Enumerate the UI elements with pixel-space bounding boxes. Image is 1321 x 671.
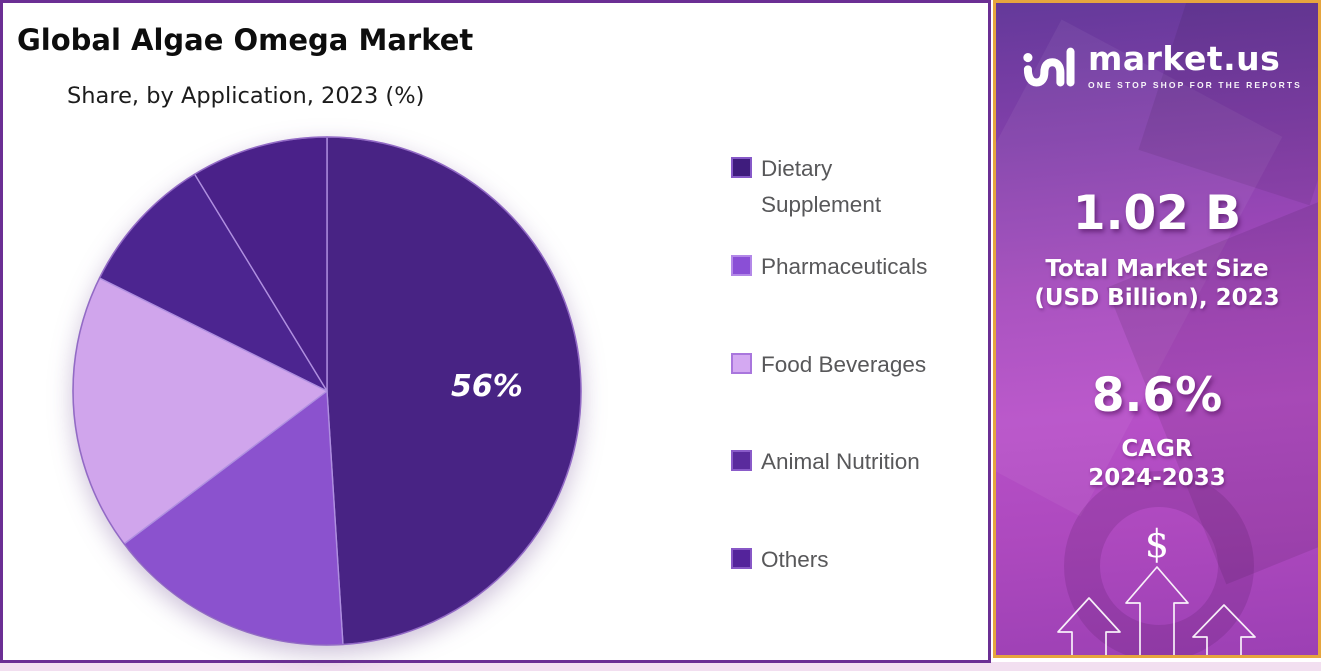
brand-tagline: ONE STOP SHOP FOR THE REPORTS [1088, 80, 1302, 90]
legend-item-food-beverages: Food Beverages [731, 347, 947, 383]
legend-item-dietary-supplement: Dietary Supplement [731, 151, 947, 223]
cagr-label-line1: CAGR [1121, 436, 1193, 462]
pie-data-label-dietary-supplement: 56% [451, 369, 523, 404]
bottom-accent-strip [0, 662, 1321, 671]
promo-panel: market.us ONE STOP SHOP FOR THE REPORTS … [993, 0, 1321, 658]
chart-area: Global Algae Omega Market Share, by Appl… [0, 0, 991, 663]
legend-label: Others [761, 547, 829, 572]
pie-outline [72, 136, 582, 646]
legend-label: Food Beverages [761, 352, 927, 377]
cagr-value: 8.6% [1091, 368, 1223, 423]
brand-row: market.us ONE STOP SHOP FOR THE REPORTS [1022, 41, 1302, 91]
legend-swatch-icon [731, 157, 752, 178]
legend-label: Dietary Supplement [761, 156, 882, 217]
stat-cagr: 8.6% CAGR 2024-2033 [996, 368, 1318, 493]
legend-swatch-icon [731, 353, 752, 374]
brand-name: market.us [1088, 39, 1281, 78]
up-arrow-icon [1057, 597, 1121, 655]
chart-title: Global Algae Omega Market [17, 23, 474, 57]
cagr-label: CAGR 2024-2033 [996, 435, 1318, 493]
legend-label: Pharmaceuticals [761, 254, 928, 279]
market-size-label: Total Market Size (USD Billion), 2023 [996, 255, 1318, 313]
legend-swatch-icon [731, 450, 752, 471]
market-size-label-line2: (USD Billion), 2023 [1034, 285, 1280, 311]
up-arrow-icon [1192, 604, 1256, 655]
market-size-label-line1: Total Market Size [1045, 256, 1269, 282]
dollar-icon: $ [1145, 522, 1169, 566]
stat-market-size: 1.02 B Total Market Size (USD Billion), … [996, 186, 1318, 313]
pie-chart: 56% [72, 136, 582, 646]
up-arrow-icon [1125, 566, 1189, 655]
legend-label: Animal Nutrition [761, 449, 920, 474]
cagr-label-line2: 2024-2033 [1088, 465, 1226, 491]
legend-swatch-icon [731, 548, 752, 569]
growth-arrows-graphic: $ [1057, 522, 1256, 655]
legend-item-others: Others [731, 542, 947, 578]
legend-swatch-icon [731, 255, 752, 276]
legend-item-pharmaceuticals: Pharmaceuticals [731, 249, 947, 285]
market-size-value: 1.02 B [1072, 186, 1242, 241]
marketus-logo-icon [1023, 47, 1075, 87]
legend-item-animal-nutrition: Animal Nutrition [731, 444, 947, 480]
brand-text: market.us ONE STOP SHOP FOR THE REPORTS [1088, 39, 1302, 91]
chart-subtitle: Share, by Application, 2023 (%) [67, 83, 425, 109]
